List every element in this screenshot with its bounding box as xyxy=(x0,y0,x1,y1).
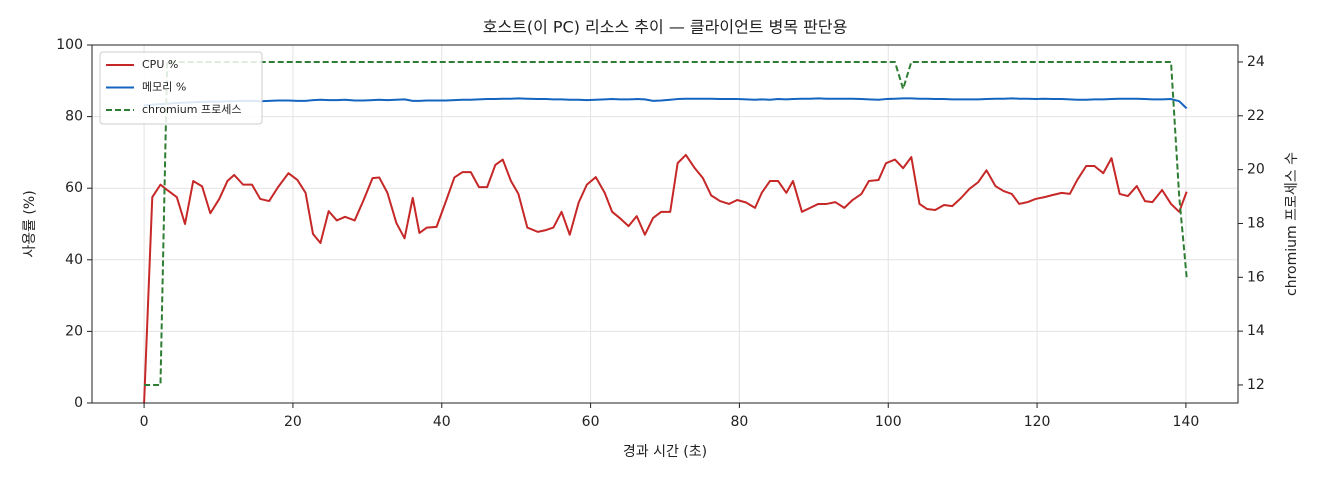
y-axis-label: 사용률 (%) xyxy=(22,190,38,257)
y2-tick-label: 20 xyxy=(1247,162,1265,178)
x-tick-label: 20 xyxy=(284,414,302,430)
legend-label: CPU % xyxy=(142,58,178,71)
y-tick-label: 40 xyxy=(65,252,83,268)
y2-tick-label: 18 xyxy=(1247,215,1265,231)
x-tick-label: 0 xyxy=(140,414,149,430)
x-tick-label: 60 xyxy=(582,414,600,430)
y2-tick-label: 12 xyxy=(1247,377,1265,393)
y-tick-label: 20 xyxy=(65,323,83,339)
y2-axis-label: chromium 프로세스 수 xyxy=(1284,152,1300,296)
y-tick-label: 100 xyxy=(56,37,83,53)
y2-tick-label: 16 xyxy=(1247,269,1265,285)
y2-tick-label: 22 xyxy=(1247,108,1265,124)
y-tick-label: 60 xyxy=(65,180,83,196)
legend-label: chromium 프로세스 xyxy=(142,103,241,116)
data-line xyxy=(143,153,1188,404)
legend-box xyxy=(99,51,263,125)
chart-title: 호스트(이 PC) 리소스 추이 — 클라이언트 병목 판단용 xyxy=(483,18,848,37)
x-tick-label: 100 xyxy=(875,414,902,430)
x-axis-label: 경과 시간 (초) xyxy=(623,444,707,460)
x-tick-label: 80 xyxy=(731,414,749,430)
y-tick-label: 80 xyxy=(65,109,83,125)
plot-frame xyxy=(91,44,1239,404)
y2-tick-label: 24 xyxy=(1247,54,1265,70)
x-tick-label: 40 xyxy=(433,414,451,430)
x-tick-label: 120 xyxy=(1024,414,1051,430)
data-line xyxy=(144,97,1188,110)
y-tick-label: 0 xyxy=(74,395,83,411)
y2-tick-label: 14 xyxy=(1247,323,1265,339)
x-tick-label: 140 xyxy=(1173,414,1200,430)
data-line xyxy=(144,60,1188,386)
legend-label: 메모리 % xyxy=(142,81,186,94)
